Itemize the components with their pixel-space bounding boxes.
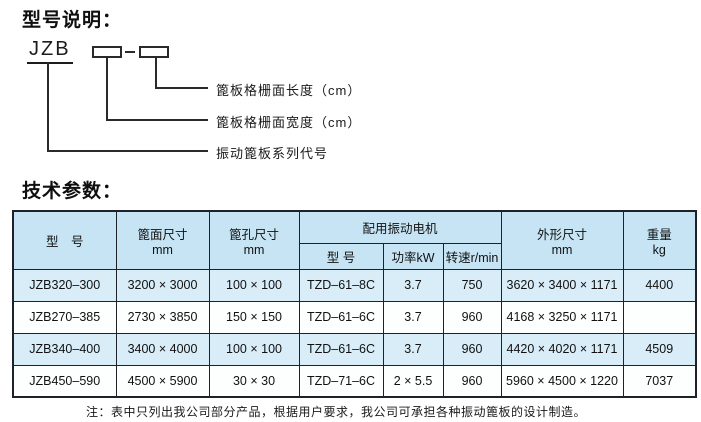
cell-motor-model: TZD–61–6C [298, 300, 384, 334]
connector-vline-width [106, 58, 108, 120]
cell-motor-power: 3.7 [382, 332, 444, 366]
cell-model: JZB340–400 [12, 332, 117, 366]
connector-hline-length [155, 87, 208, 89]
cell-overall-size: 5960 × 4500 × 1220 [500, 364, 624, 398]
cell-screen-size: 2730 × 3850 [115, 300, 210, 334]
header-screen-size: 篦面尺寸 mm [115, 210, 210, 270]
table-row: JZB320–300 3200 × 3000 100 × 100 TZD–61–… [12, 268, 697, 302]
cell-overall-size: 3620 × 3400 × 1171 [500, 268, 624, 302]
cell-motor-power: 2 × 5.5 [382, 364, 444, 398]
cell-motor-speed: 960 [442, 332, 502, 366]
section-title-model-description: 型号说明： [22, 10, 123, 31]
tech-params-table: 型 号 篦面尺寸 mm 篦孔尺寸 mm 配用振动电机 外形尺寸 mm 重量 kg… [12, 210, 697, 398]
cell-weight: 4509 [622, 332, 697, 366]
footnote: 注：表中只列出我公司部分产品，根据用户要求，我公司可承担各种振动篦板的设计制造。 [86, 405, 587, 419]
cell-motor-power: 3.7 [382, 268, 444, 302]
header-motor-speed: 转速r/min [442, 242, 502, 270]
model-width-box [92, 46, 122, 58]
diagram-label-length: 篦板格栅面长度（cm） [216, 83, 362, 98]
connector-hline-width [106, 119, 208, 121]
header-motor-group: 配用振动电机 [298, 210, 502, 244]
series-code-text: JZB [27, 38, 73, 64]
cell-weight: 4400 [622, 268, 697, 302]
header-motor-power: 功率kW [382, 242, 444, 270]
header-model: 型 号 [12, 210, 117, 270]
table-row: JZB340–400 3400 × 4000 100 × 100 TZD–61–… [12, 332, 697, 366]
header-motor-model: 型 号 [298, 242, 384, 270]
cell-hole-size: 30 × 30 [208, 364, 300, 398]
header-overall-size: 外形尺寸 mm [500, 210, 624, 270]
model-length-box [139, 46, 169, 58]
header-hole-size: 篦孔尺寸 mm [208, 210, 300, 270]
diagram-label-width: 篦板格栅面宽度（cm） [216, 115, 362, 130]
cell-weight: 7037 [622, 364, 697, 398]
cell-model: JZB450–590 [12, 364, 117, 398]
cell-hole-size: 150 × 150 [208, 300, 300, 334]
cell-motor-model: TZD–71–6C [298, 364, 384, 398]
header-weight: 重量 kg [622, 210, 697, 270]
cell-screen-size: 3200 × 3000 [115, 268, 210, 302]
cell-motor-model: TZD–61–6C [298, 332, 384, 366]
cell-overall-size: 4420 × 4020 × 1171 [500, 332, 624, 366]
cell-model: JZB270–385 [12, 300, 117, 334]
cell-motor-power: 3.7 [382, 300, 444, 334]
connector-vline-series [47, 62, 49, 151]
cell-hole-size: 100 × 100 [208, 268, 300, 302]
cell-screen-size: 4500 × 5900 [115, 364, 210, 398]
cell-model: JZB320–300 [12, 268, 117, 302]
cell-hole-size: 100 × 100 [208, 332, 300, 366]
cell-overall-size: 4168 × 3250 × 1171 [500, 300, 624, 334]
cell-motor-model: TZD–61–8C [298, 268, 384, 302]
cell-screen-size: 3400 × 4000 [115, 332, 210, 366]
connector-vline-length [155, 58, 157, 88]
diagram-label-series: 振动篦板系列代号 [216, 146, 329, 161]
cell-motor-speed: 960 [442, 300, 502, 334]
table-row: JZB270–385 2730 × 3850 150 × 150 TZD–61–… [12, 300, 697, 334]
cell-motor-speed: 750 [442, 268, 502, 302]
cell-motor-speed: 960 [442, 364, 502, 398]
model-dash [125, 51, 135, 53]
cell-weight [622, 300, 697, 334]
section-title-tech-params: 技术参数： [22, 181, 123, 202]
connector-hline-series [47, 150, 208, 152]
table-row: JZB450–590 4500 × 5900 30 × 30 TZD–71–6C… [12, 364, 697, 398]
